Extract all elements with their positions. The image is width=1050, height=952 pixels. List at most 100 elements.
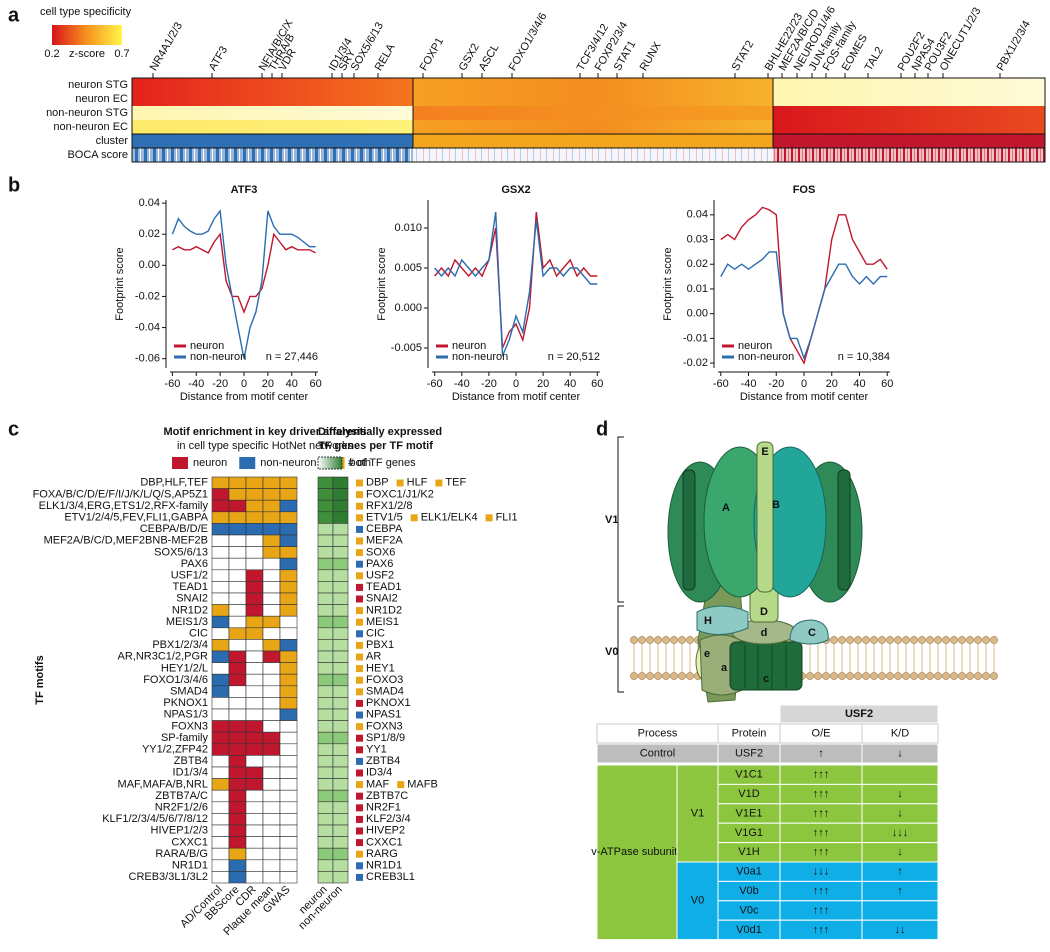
motif-label: ID1/3/4 [173,767,208,779]
gene-label: FOXN3 [366,720,403,732]
motif-label: NR1D1 [172,860,208,872]
gene-swatch [356,641,363,649]
motif-label: RARA/B/G [155,848,208,860]
enrichment-cell [245,743,264,756]
enrichment-cell [228,534,247,547]
de-cell [332,697,349,710]
de-cell [317,778,334,791]
enrichment-cell [211,534,230,547]
enrichment-cell [262,755,281,768]
tf-label: FOXP1 [418,36,446,73]
enrichment-cell [245,569,264,582]
v-atpase-diagram: V1 V0 A B E H C D d c e a [605,436,998,703]
enrichment-cell [211,708,230,721]
lipid-head [886,672,894,680]
enrichment-cell [228,604,247,617]
de-cell [332,766,349,779]
y-tick-label: 0.005 [394,262,422,274]
enrichment-cell [279,789,298,803]
de-cell [317,720,334,733]
subunit-label: a [721,662,728,674]
series-line [720,251,888,361]
de-cell [317,488,334,501]
enrichment-cell [245,592,264,605]
table-cell [676,764,719,863]
table-cell-text: V1G1 [735,827,763,839]
gene-label: TEF [445,477,466,489]
heatmap-block [773,134,1045,148]
gene-label: CREB3L1 [366,871,415,883]
enrichment-cell [245,813,264,826]
de-cell [317,604,334,617]
enrichment-cell [211,731,230,745]
de-cell [317,476,334,489]
heatmap-block [413,134,773,148]
de-legend-swatch [317,456,343,470]
gene-swatch [356,827,363,835]
enrichment-cell [228,523,247,536]
enrichment-cell [228,650,247,663]
gene-swatch [356,734,363,742]
x-axis-label: Distance from motif center [740,391,869,403]
tf-label: ATF3 [207,44,230,73]
motif-label: FOXO1/3/4/6 [143,674,208,686]
de-cell [332,639,349,652]
de-cell [317,673,334,687]
gene-swatch [356,862,363,870]
y-tick-label: 0.00 [687,308,708,320]
gene-swatch [356,607,363,615]
y-tick-label: -0.04 [135,321,160,333]
series-line [720,206,888,365]
series-line [172,232,316,314]
enrichment-cell [262,697,281,710]
gene-swatch [356,653,363,661]
gene-swatch [356,479,363,487]
de-cell [317,755,334,768]
series-line [171,209,316,359]
gene-label: RFX1/2/8 [366,500,412,512]
de-cell [317,813,334,826]
table-cell-text: ↑↑↑ [813,885,830,897]
heatmap-block [132,148,413,162]
lipid-head [950,672,958,680]
gene-label: SP1/8/9 [366,732,405,744]
gene-label: PBX1 [366,639,394,651]
de-cell [332,534,349,547]
heatmap-block [413,106,773,120]
enrichment-cell [211,523,230,536]
enrichment-cell [262,813,281,826]
enrichment-cell [279,731,298,745]
subunit-label: C [808,627,816,639]
lipid-head [846,636,854,644]
heatmap-block [413,78,773,92]
series-line [434,211,598,357]
lipid-head [878,636,886,644]
legend-label: non-neuron [260,457,316,469]
enrichment-cell [228,673,247,687]
lipid-head [982,672,990,680]
motif-label: FOXA/B/C/D/E/F/I/J/K/L/Q/S,AP5Z1 [33,488,208,500]
enrichment-cell [279,697,298,710]
enrichment-cell [279,488,298,501]
enrichment-cell [228,743,247,756]
colorbar-label: z-score [69,48,105,60]
enrichment-cell [262,731,281,745]
enrichment-cell [279,534,298,547]
enrichment-cell [262,766,281,779]
legend-title: cell type specificity [40,6,132,18]
heatmap-block [132,120,413,134]
gene-swatch [356,873,363,881]
lipid-head [662,636,670,644]
lipid-head [886,636,894,644]
enrichment-cell [245,581,264,594]
enrichment-cell [228,499,247,513]
gene-swatch [356,572,363,580]
gene-label: NR1D1 [366,860,402,872]
heatmap-block [132,106,413,120]
de-cell [332,592,349,605]
de-cell [317,743,334,756]
enrichment-cell [262,871,281,884]
subunit-label: E [761,446,768,458]
enrichment-cell [245,685,264,698]
y-tick-label: -0.01 [683,332,708,344]
